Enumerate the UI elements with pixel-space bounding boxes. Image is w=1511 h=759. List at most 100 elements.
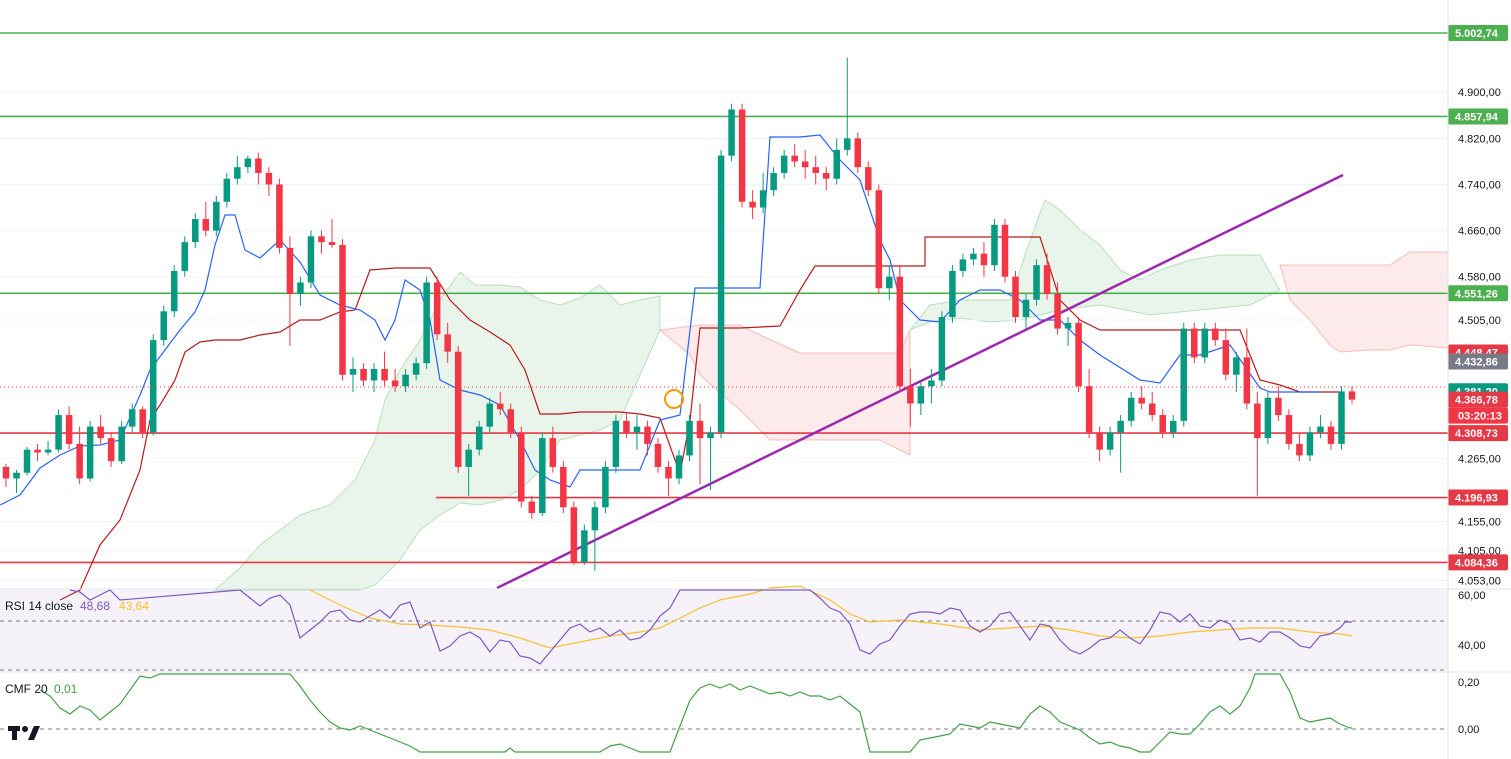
cmf-line: [39, 673, 1352, 753]
level-price-label-3[interactable]: 4.308,73: [1448, 425, 1508, 442]
candle-body: [286, 247, 294, 294]
candle: [528, 495, 536, 519]
countdown-label: 03:20:13: [1458, 411, 1502, 423]
cmf-tick-label: 0,20: [1458, 677, 1479, 689]
rsi-legend-title[interactable]: RSI 14 close: [5, 599, 73, 613]
candle-body: [170, 270, 178, 312]
candle: [181, 236, 189, 277]
level-price-label-5[interactable]: 4.084,36: [1448, 554, 1508, 571]
candle-body: [843, 138, 851, 150]
candle-body: [13, 472, 20, 479]
candle-body: [1159, 415, 1166, 433]
candle-body: [518, 432, 525, 502]
level-price-label-2[interactable]: 4.551,26: [1448, 285, 1508, 302]
ichimoku-base-line: [59, 236, 1340, 601]
price-label-3[interactable]: 4.366,78: [1448, 391, 1508, 408]
candle: [686, 415, 693, 462]
candle-body: [265, 172, 273, 185]
candle: [518, 426, 525, 508]
candle-body: [1222, 340, 1230, 375]
candle-body: [433, 282, 441, 335]
cmf-legend-title[interactable]: CMF 20: [5, 682, 48, 696]
candle-body: [728, 109, 735, 156]
level-price-label-0-bg: [1448, 25, 1508, 42]
candle: [65, 406, 73, 450]
candle: [854, 132, 862, 173]
candle: [1138, 386, 1145, 410]
rsi-legend-value: 48,68: [80, 599, 110, 613]
candle: [675, 449, 683, 485]
candle-body: [1275, 397, 1282, 416]
level-price-label-0-text: 5.002,74: [1455, 28, 1499, 40]
candle-body: [833, 149, 840, 179]
candle: [454, 345, 462, 473]
candle: [917, 380, 925, 416]
candle-body: [107, 438, 115, 462]
candle: [770, 167, 777, 196]
candle: [665, 461, 672, 496]
candle-body: [255, 158, 262, 173]
level-price-label-5-bg: [1448, 554, 1508, 571]
price-tick-label: 4.265,00: [1458, 453, 1501, 465]
ichimoku-cloud-layer: [213, 199, 1449, 591]
candle-body: [1043, 265, 1051, 294]
candle-body: [370, 368, 378, 381]
candle: [412, 357, 420, 381]
candle: [1117, 415, 1124, 473]
price-tick-label: 4.900,00: [1458, 87, 1501, 99]
candle-body: [591, 507, 599, 531]
level-price-label-4[interactable]: 4.196,93: [1448, 489, 1508, 506]
candle: [192, 213, 199, 248]
candle: [707, 426, 714, 490]
candle: [391, 368, 399, 392]
candle-body: [1306, 432, 1314, 456]
candle-body: [318, 236, 325, 243]
candle-body: [1212, 328, 1219, 341]
candle: [139, 406, 146, 439]
candle-body: [822, 172, 830, 179]
candle-body: [1012, 276, 1019, 318]
candle: [1012, 270, 1019, 323]
candle-body: [949, 270, 956, 318]
rsi-line: [69, 589, 1352, 665]
rsi-band: [0, 590, 1448, 670]
candle: [265, 167, 273, 196]
candle: [86, 420, 94, 482]
candle-body: [570, 507, 578, 563]
candle: [738, 103, 746, 208]
candle: [76, 426, 83, 485]
price-tick-label: 4.053,00: [1458, 576, 1501, 588]
candle-body: [1191, 328, 1198, 358]
candle: [654, 438, 662, 473]
candle: [475, 420, 483, 456]
rsi-tick-label: 40,00: [1458, 640, 1486, 652]
candle: [591, 501, 599, 571]
candle-body: [980, 253, 988, 266]
candle-body: [970, 253, 977, 260]
candle: [486, 397, 493, 433]
level-price-label-0[interactable]: 5.002,74: [1448, 25, 1508, 42]
rsi-legend-ma-value: 43,64: [119, 599, 149, 613]
candle: [1033, 259, 1040, 306]
candle: [276, 178, 283, 254]
candle-body: [780, 155, 788, 173]
candle: [581, 524, 588, 565]
candle-body: [213, 201, 220, 231]
candle-body: [686, 420, 693, 456]
price-label-1[interactable]: 4.432,86: [1448, 353, 1508, 370]
candle: [970, 247, 977, 266]
candle-body: [938, 317, 946, 381]
candle-body: [991, 224, 998, 266]
candle: [938, 311, 946, 387]
candle: [1264, 392, 1272, 444]
candle-body: [959, 259, 967, 271]
candle: [949, 265, 956, 323]
candle-body: [886, 276, 893, 289]
indicator-lines: [0, 134, 1344, 601]
level-price-label-1[interactable]: 4.857,94: [1448, 108, 1508, 125]
candle: [907, 368, 914, 427]
candle: [423, 276, 430, 369]
